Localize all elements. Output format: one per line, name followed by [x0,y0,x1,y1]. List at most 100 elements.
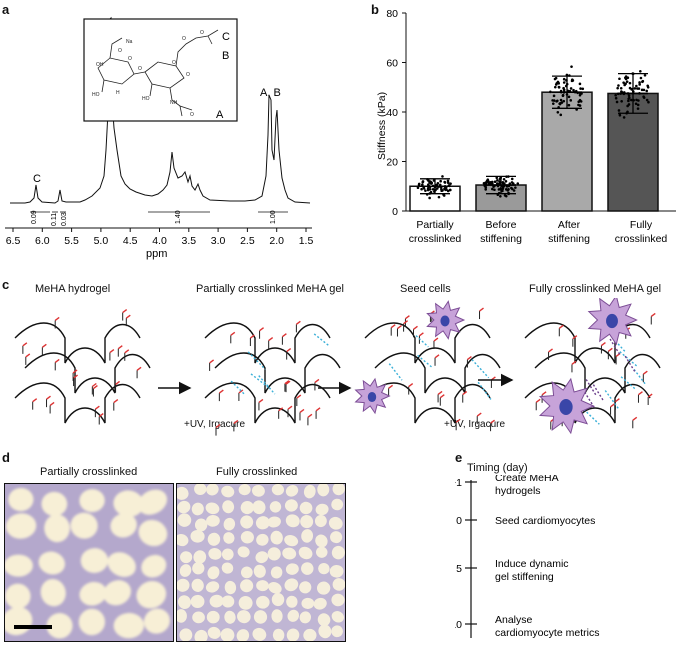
bar-0 [409,185,461,212]
timeline-day: 5 [456,563,462,575]
data-point [626,110,629,114]
data-point [635,98,638,102]
data-point [516,182,520,185]
data-point [553,77,557,81]
data-point [439,179,442,183]
data-point [421,180,425,184]
inset-label-c: C [222,31,230,43]
category-label: Partially [416,219,454,231]
data-point [579,87,582,90]
data-point [622,81,625,84]
y-tick-label: 40 [386,107,398,119]
data-point [645,89,649,93]
x-tick-label: 4.0 [152,235,167,247]
cell-nucleus [440,315,450,327]
data-point [555,82,559,85]
label-meha-hydrogel: MeHA hydrogel [35,283,111,295]
data-point [646,86,650,89]
x-tick-label: 4.5 [123,235,138,247]
data-point [620,99,623,103]
chemical-structure [97,29,219,117]
data-point [557,86,561,89]
structure-inset-frame [83,18,238,122]
data-point [639,76,643,80]
cell-nucleus [367,391,377,403]
data-point [570,65,573,68]
data-point [561,93,565,97]
data-point [551,102,555,105]
data-point [555,100,558,103]
svg-text:Na: Na [126,39,133,45]
panel-letter-c: c [2,277,10,292]
data-point [639,70,642,73]
cell-nucleus [606,313,618,329]
micrograph-title-full: Fully crosslinked [216,466,298,478]
panel-letter-d: d [2,450,10,465]
data-point [627,94,631,97]
data-point [504,180,508,183]
category-label: crosslinked [615,233,668,245]
data-point [437,195,441,199]
data-point [560,101,564,104]
data-point [512,189,516,192]
svg-text:O: O [118,48,122,54]
data-point [647,100,650,104]
data-point [428,196,431,200]
integral-1-40: 1.40 [175,210,182,224]
x-tick-label: 3.5 [181,235,196,247]
data-point [556,111,560,114]
timeline-title: Timing (day) [467,462,528,474]
network-meha-hydrogel [14,309,151,425]
data-point [636,107,640,110]
data-point [625,80,629,83]
data-point [440,187,443,191]
data-point [501,187,504,191]
bar-2 [541,91,593,212]
integral-0-11: 0.11 [51,213,58,226]
data-point [626,76,630,80]
y-tick-label: 0 [392,206,398,218]
label-seed-cells: Seed cells [400,283,451,295]
data-point [483,184,487,188]
data-point [577,103,580,107]
data-point [501,181,505,184]
data-point [426,187,430,190]
data-point [495,176,499,180]
integral-1-00: 1.00 [270,210,277,224]
category-label: crosslinked [409,233,462,245]
data-point [504,188,508,191]
data-point [484,188,488,191]
data-point [549,90,552,94]
svg-text:HO: HO [142,96,150,102]
data-point [559,113,563,117]
peak-label-ab: A, B [260,87,281,99]
data-point [446,179,450,183]
svg-text:O: O [200,30,204,36]
data-point [579,100,583,103]
data-point [627,97,630,101]
spectrum-trace [10,16,311,204]
data-point [431,187,435,191]
data-point [429,180,433,184]
data-point [449,182,452,185]
data-point [569,87,573,90]
data-point [619,86,623,90]
data-point [446,189,450,193]
data-point [491,187,494,191]
svg-text:O: O [172,60,176,66]
data-point [641,79,645,83]
x-tick-label: 3.0 [211,235,226,247]
micrograph-title-partial: Partially crosslinked [40,466,138,478]
data-point [628,81,632,85]
panel-letter-b: b [371,2,379,17]
micrograph-fully-crosslinked [176,483,346,642]
data-point [442,194,446,197]
timeline-event-label: cardiomyocyte metrics [495,627,599,639]
data-point [643,73,647,77]
data-point [622,116,626,119]
timeline-event-label: Seed cardiomyocytes [495,515,595,527]
x-axis-label: ppm [146,248,167,260]
data-point [581,87,585,91]
data-point [552,94,556,98]
data-point [637,87,641,90]
